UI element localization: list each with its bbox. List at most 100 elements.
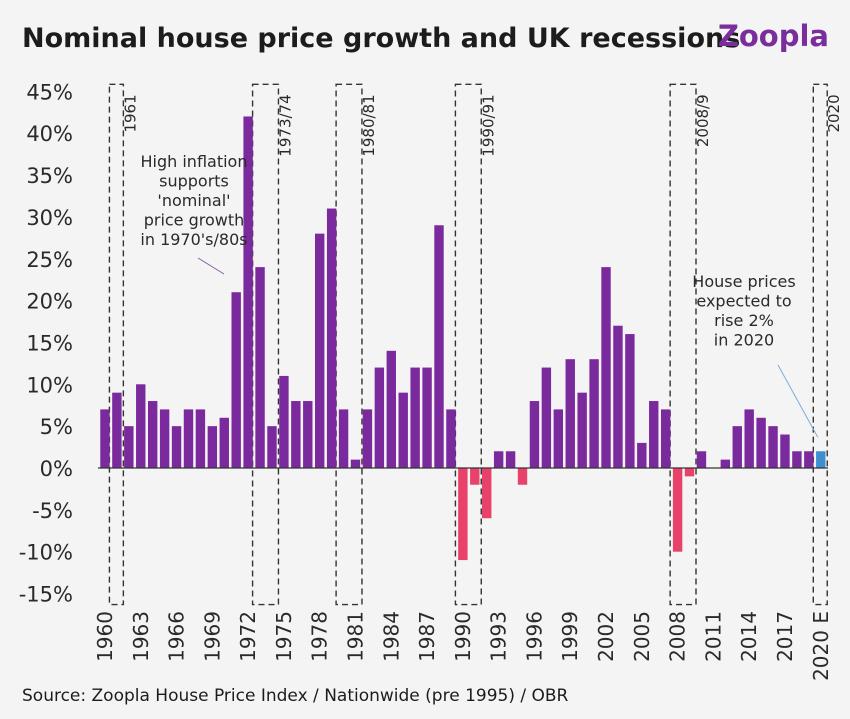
- bar-2020-e: [816, 451, 826, 468]
- y-tick-label: 10%: [26, 373, 73, 397]
- recession-label: 1973/74: [276, 94, 294, 156]
- bar-1980: [338, 409, 349, 468]
- annotation-inflation-line: High inflation: [141, 152, 248, 171]
- recession-box: [669, 83, 697, 606]
- bar-1985: [398, 392, 408, 468]
- bar-1974: [267, 426, 277, 468]
- bar-2001: [589, 359, 599, 468]
- annotation-inflation-line: 'nominal': [157, 191, 230, 210]
- x-tick-label: 2005: [630, 611, 654, 662]
- bar-1981: [350, 459, 361, 468]
- bar-2018: [792, 451, 802, 468]
- bar-1989: [446, 409, 456, 468]
- annotation-2020-line: House prices: [692, 272, 795, 291]
- y-tick-label: 45%: [26, 80, 73, 104]
- x-tick-label: 1969: [200, 611, 224, 662]
- x-tick-label: 2014: [737, 611, 761, 662]
- bar-1997: [541, 367, 552, 468]
- bar-1967: [183, 409, 194, 468]
- bars: [100, 116, 826, 561]
- x-tick-label: 1990: [451, 611, 475, 662]
- annotation-2020-pointer: [777, 364, 819, 438]
- bar-2004: [625, 334, 635, 468]
- x-tick-label: 2017: [773, 611, 797, 662]
- x-tick-label: 1993: [487, 611, 511, 662]
- bar-2015: [756, 417, 766, 468]
- annotation-2020-line: rise 2%: [714, 311, 774, 330]
- y-tick-label: 40%: [26, 122, 73, 146]
- bar-1978: [315, 233, 325, 468]
- bar-1984: [386, 350, 396, 468]
- bar-2019: [804, 451, 814, 468]
- recession-label: 1980/81: [360, 94, 378, 156]
- bar-1977: [303, 401, 313, 468]
- x-axis-ticks: 1960 1963 1966 1969 1972 1975 1978 1981 1984 1987…: [93, 611, 833, 681]
- y-axis-ticks: 45% 40% 35% 30% 25% 20% 15% 10% 5% 0% -5% -10% -15%: [19, 80, 73, 606]
- x-tick-label: 1972: [236, 611, 260, 662]
- x-tick-label: 2002: [594, 611, 618, 662]
- bar-2016: [768, 426, 778, 468]
- bar-1960: [100, 409, 110, 468]
- x-tick-label: 1981: [343, 611, 367, 662]
- bar-2014: [744, 409, 754, 468]
- recession-label: 2008/9: [694, 94, 712, 147]
- recession-box: [108, 83, 125, 606]
- bar-1975: [279, 375, 289, 468]
- x-tick-label: 1984: [379, 611, 403, 662]
- annotation-inflation-pointer: [197, 257, 225, 275]
- bar-1963: [136, 384, 146, 468]
- bar-1999: [565, 359, 575, 468]
- bar-1990: [458, 468, 468, 561]
- y-tick-label: 35%: [26, 164, 73, 188]
- x-tick-label: 2011: [701, 611, 725, 662]
- x-tick-label: 1978: [308, 611, 332, 662]
- x-tick-label: 1966: [165, 611, 189, 662]
- y-tick-label: -5%: [32, 499, 73, 523]
- recession-label: 1961: [121, 94, 139, 132]
- y-tick-label: -15%: [19, 583, 73, 607]
- chart-title: Nominal house price growth and UK recess…: [22, 23, 740, 54]
- bar-1965: [159, 409, 170, 468]
- bar-1971: [231, 292, 241, 468]
- recession-labels: 1961 1973/74 1980/81 1990/91 2008/9 2020: [121, 94, 843, 156]
- y-tick-label: 25%: [26, 248, 73, 272]
- x-tick-label: 1960: [93, 611, 117, 662]
- bar-1994: [505, 451, 516, 468]
- bar-1973: [255, 267, 265, 468]
- bar-2006: [649, 401, 659, 468]
- bar-1961: [112, 392, 122, 468]
- bar-2007: [660, 409, 671, 468]
- bar-1976: [291, 401, 301, 468]
- bar-2005: [637, 442, 647, 468]
- x-tick-label: 1975: [272, 611, 296, 662]
- bar-1998: [553, 409, 564, 468]
- annotation-inflation-line: in 1970's/80s: [140, 230, 247, 249]
- x-tick-label: 1987: [415, 611, 439, 662]
- recession-box: [454, 83, 482, 606]
- bar-1993: [493, 451, 504, 468]
- bar-1991: [470, 468, 480, 485]
- bar-1982: [362, 409, 373, 468]
- y-tick-label: 15%: [26, 331, 73, 355]
- bar-1970: [219, 417, 229, 468]
- bar-2000: [577, 392, 587, 468]
- annotation-2020-line: in 2020: [714, 331, 774, 350]
- bar-1979: [326, 208, 337, 468]
- x-tick-label: 1963: [129, 611, 153, 662]
- source-note: Source: Zoopla House Price Index / Natio…: [22, 686, 569, 706]
- annotation-2020-line: expected to: [696, 292, 791, 311]
- bar-1992: [482, 468, 492, 519]
- zoopla-logo: Zoopla: [718, 19, 829, 53]
- bar-2008: [672, 468, 683, 552]
- y-tick-label: 20%: [26, 290, 73, 314]
- bar-1987: [422, 367, 432, 468]
- annotation-inflation-line: price growth: [144, 211, 245, 230]
- bar-1996: [529, 401, 540, 468]
- bar-1988: [434, 225, 444, 468]
- x-tick-label: 2008: [666, 611, 690, 662]
- bar-1962: [124, 426, 134, 468]
- bar-1972: [243, 116, 253, 469]
- y-tick-label: 30%: [26, 206, 73, 230]
